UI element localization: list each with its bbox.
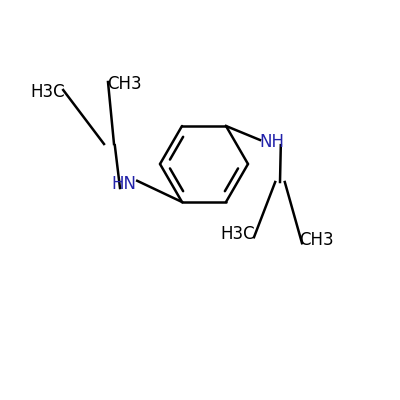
Text: CH3: CH3 — [299, 231, 333, 249]
Text: NH: NH — [260, 133, 284, 151]
Text: HN: HN — [112, 175, 136, 193]
Text: H3C: H3C — [221, 225, 255, 243]
Text: H3C: H3C — [31, 83, 65, 101]
Text: CH3: CH3 — [107, 75, 141, 93]
